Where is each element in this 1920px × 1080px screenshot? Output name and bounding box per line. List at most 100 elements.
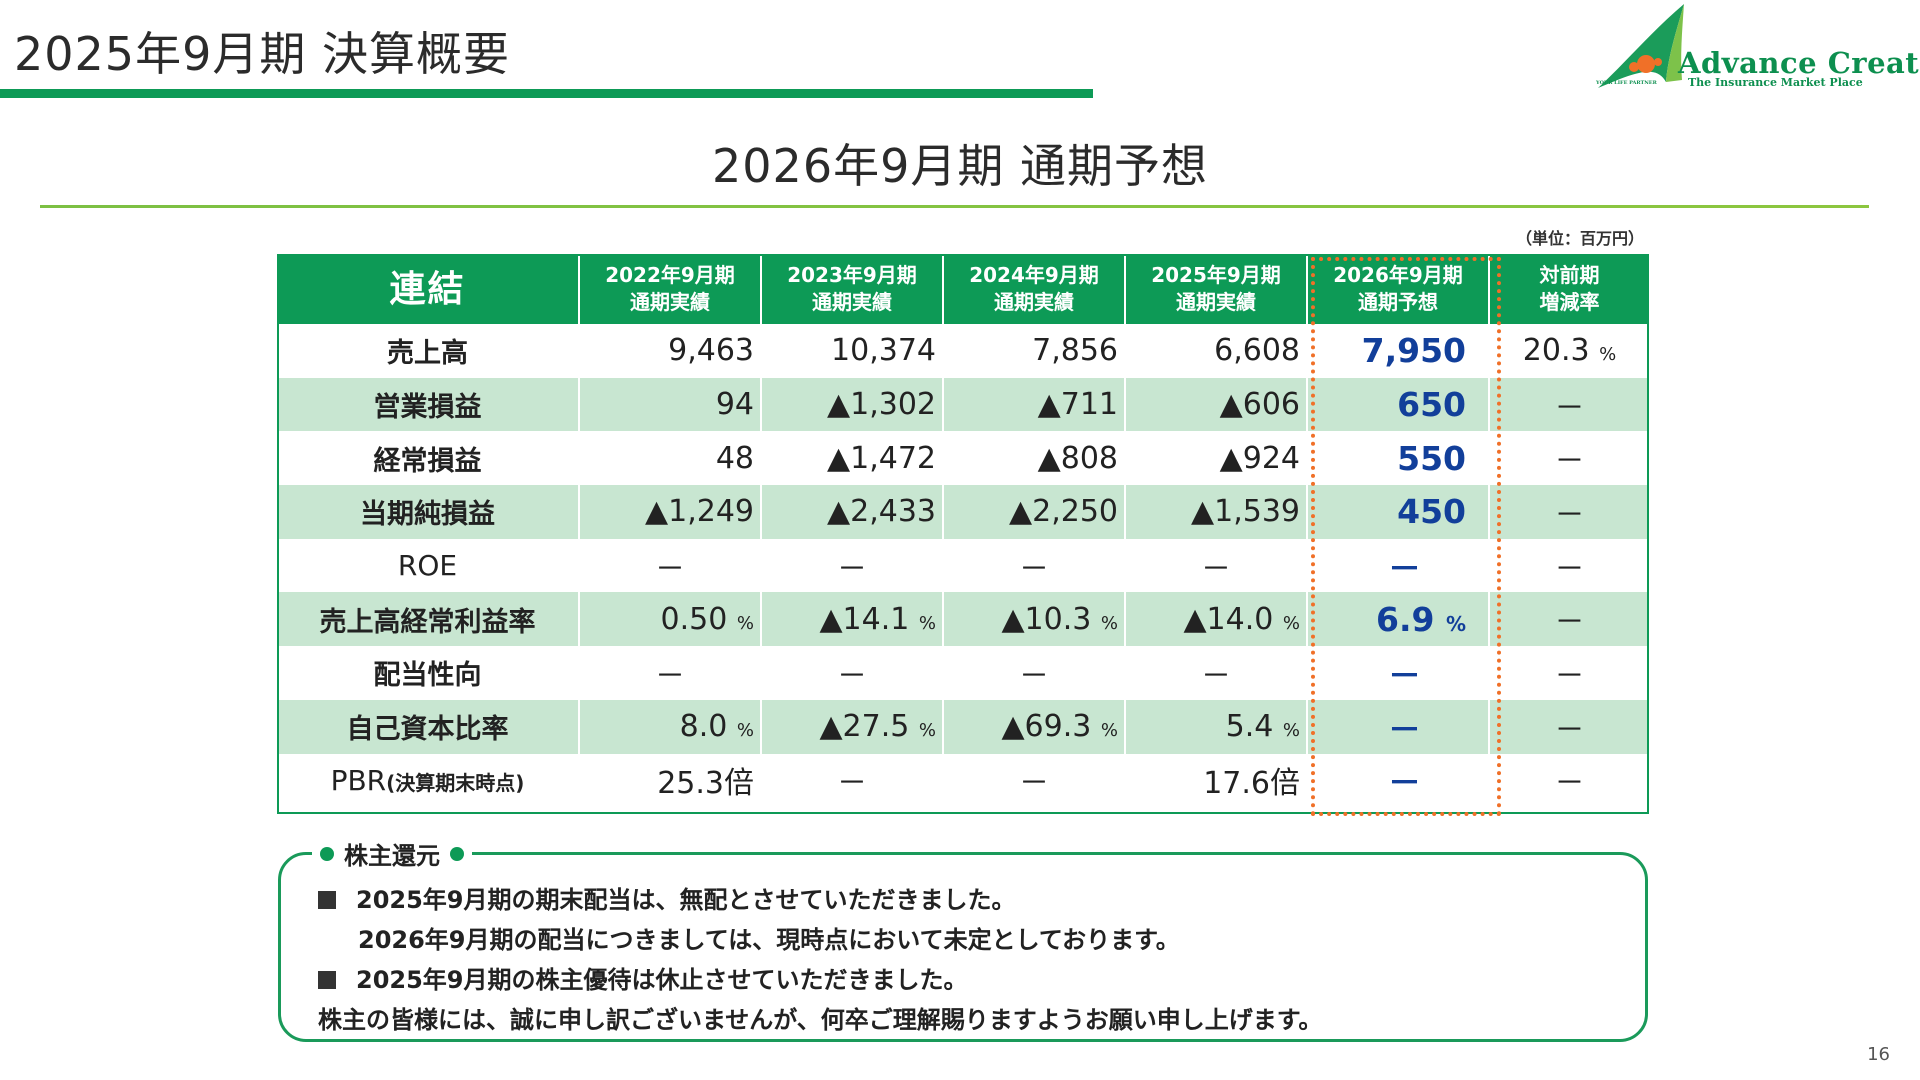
table-cell: 25.3倍	[579, 753, 762, 808]
table-cell: ▲1,472	[761, 431, 944, 486]
table-cell: 7,856	[943, 324, 1126, 378]
table-header-row: 連結 2022年9月期 通期実績 2023年9月期 通期実績 2024年9月期 通期実…	[277, 254, 1649, 324]
table-cell: －	[761, 646, 944, 700]
change-cell: －	[1489, 377, 1649, 432]
table-cell: ▲606	[1125, 377, 1308, 432]
table-row: ROE －－－－－－	[277, 538, 1649, 593]
table-cell: ▲808	[943, 431, 1126, 486]
logo-tagline: The Insurance Market Place	[1688, 76, 1863, 89]
forecast-cell: 6.9 %	[1307, 592, 1490, 647]
change-cell: －	[1554, 444, 1585, 480]
row-label: PBR(決算期末時点)	[277, 753, 580, 808]
table-cell: ▲14.0 %	[1125, 592, 1308, 647]
table-cell: －	[1125, 538, 1308, 593]
section-divider	[40, 205, 1869, 208]
row-label: 売上高経常利益率	[277, 592, 580, 647]
forecast-cell: －	[1307, 538, 1490, 593]
logo-emblem-icon	[1598, 4, 1684, 88]
table-cell: ▲924	[1125, 431, 1308, 486]
table-cell: －	[943, 538, 1126, 593]
row-label: 当期純損益	[277, 485, 580, 539]
table-cell: 0.50 %	[579, 592, 762, 647]
table-cell: 10,374	[761, 324, 944, 378]
table-cell: －	[579, 538, 762, 593]
company-logo: Advance Create The Insurance Market Plac…	[1596, 2, 1920, 94]
table-row: 売上高 9,463 10,374 7,856 6,608 7,950 20.3 %	[277, 324, 1649, 378]
row-label: 自己資本比率	[277, 699, 580, 754]
column-header: 2025年9月期 通期実績	[1125, 254, 1308, 324]
page-header-title: 2025年9月期 決算概要	[14, 27, 510, 81]
table-cell: ▲27.5 %	[761, 699, 944, 754]
square-bullet-icon	[318, 891, 336, 909]
column-header-change: 対前期 増減率	[1489, 254, 1649, 324]
list-item: 2026年9月期の配当につきましては、現時点において未定としております。	[358, 926, 1180, 954]
list-item: 2025年9月期の期末配当は、無配とさせていただきました。	[318, 880, 1322, 920]
row-label: ROE	[277, 538, 580, 593]
change-cell: －	[1489, 592, 1649, 647]
table-cell: －	[1125, 646, 1308, 700]
table-row: 経常損益 48 ▲1,472 ▲808 ▲924 550 －	[277, 431, 1649, 486]
change-cell: －	[1554, 658, 1585, 694]
table-cell: －	[943, 753, 1126, 808]
forecast-cell: －	[1307, 753, 1490, 808]
change-cell: －	[1554, 551, 1585, 587]
change-cell: 20.3 %	[1522, 333, 1617, 369]
header-underline	[0, 89, 1093, 98]
table-cell: －	[761, 538, 944, 593]
unit-note: （単位：百万円）	[1516, 229, 1645, 248]
shareholder-return-text: 2025年9月期の期末配当は、無配とさせていただきました。 2026年9月期の配…	[318, 880, 1322, 1040]
bullet-dot-icon	[450, 846, 464, 861]
table-cell: 8.0 %	[579, 699, 762, 754]
logo-tiny-text: YOUR LIFE PARTNER	[1596, 80, 1657, 86]
row-label: 営業損益	[277, 377, 580, 432]
table-cell: 6,608	[1125, 324, 1308, 378]
shareholder-return-heading: 株主還元	[312, 836, 472, 871]
forecast-cell: －	[1307, 699, 1490, 754]
bullet-dot-icon	[320, 846, 334, 861]
table-cell: 9,463	[579, 324, 762, 378]
table-cell: －	[761, 753, 944, 808]
table-cell: 5.4 %	[1125, 699, 1308, 754]
table-corner-label: 連結	[277, 254, 580, 324]
table-cell: ▲711	[943, 377, 1126, 432]
row-label: 配当性向	[277, 646, 580, 700]
table-cell: 48	[579, 431, 762, 486]
table-cell: ▲1,302	[761, 377, 944, 432]
table-cell: ▲69.3 %	[943, 699, 1126, 754]
forecast-cell: 550	[1307, 431, 1490, 486]
table-cell: 17.6倍	[1125, 753, 1308, 808]
column-header: 2022年9月期 通期実績	[579, 254, 762, 324]
table-cell: ▲2,250	[943, 485, 1126, 539]
table-cell: ▲1,249	[579, 485, 762, 539]
table-row: 営業損益 94 ▲1,302 ▲711 ▲606 650 －	[277, 377, 1649, 432]
logo-text: Advance Create	[1678, 46, 1920, 80]
table-cell: ▲14.1 %	[761, 592, 944, 647]
list-item: 株主の皆様には、誠に申し訳ございませんが、何卒ご理解賜りますようお願い申し上げま…	[318, 1006, 1323, 1034]
forecast-table: 連結 2022年9月期 通期実績 2023年9月期 通期実績 2024年9月期 通期実…	[277, 254, 1649, 808]
list-item: 2025年9月期の株主優待は休止させていただきました。	[318, 960, 1322, 1000]
column-header-forecast: 2026年9月期 通期予想	[1307, 254, 1490, 324]
row-label: 経常損益	[277, 431, 580, 486]
table-row: PBR(決算期末時点) 25.3倍－－ 17.6倍－－	[277, 753, 1649, 808]
change-cell: －	[1489, 485, 1649, 539]
table-cell: ▲10.3 %	[943, 592, 1126, 647]
section-title: 2026年9月期 通期予想	[712, 139, 1208, 193]
forecast-cell: 650	[1307, 377, 1490, 432]
table-row: 配当性向－－－－－－	[277, 646, 1649, 700]
forecast-cell: 7,950	[1307, 324, 1490, 378]
row-label: 売上高	[277, 324, 580, 378]
forecast-cell: －	[1307, 646, 1490, 700]
square-bullet-icon	[318, 971, 336, 989]
table-cell: 94	[579, 377, 762, 432]
table-cell: ▲2,433	[761, 485, 944, 539]
column-header: 2023年9月期 通期実績	[761, 254, 944, 324]
column-header: 2024年9月期 通期実績	[943, 254, 1126, 324]
table-row: 自己資本比率 8.0 % ▲27.5 % ▲69.3 % 5.4 % －－	[277, 699, 1649, 754]
table-cell: －	[579, 646, 762, 700]
table-cell: ▲1,539	[1125, 485, 1308, 539]
shareholder-return-box	[278, 852, 1648, 1042]
change-cell: －	[1489, 699, 1649, 754]
table-cell: －	[943, 646, 1126, 700]
table-row: 売上高経常利益率 0.50 % ▲14.1 % ▲10.3 % ▲14.0 % 6.9 %…	[277, 592, 1649, 647]
page-number: 16	[1867, 1044, 1890, 1065]
